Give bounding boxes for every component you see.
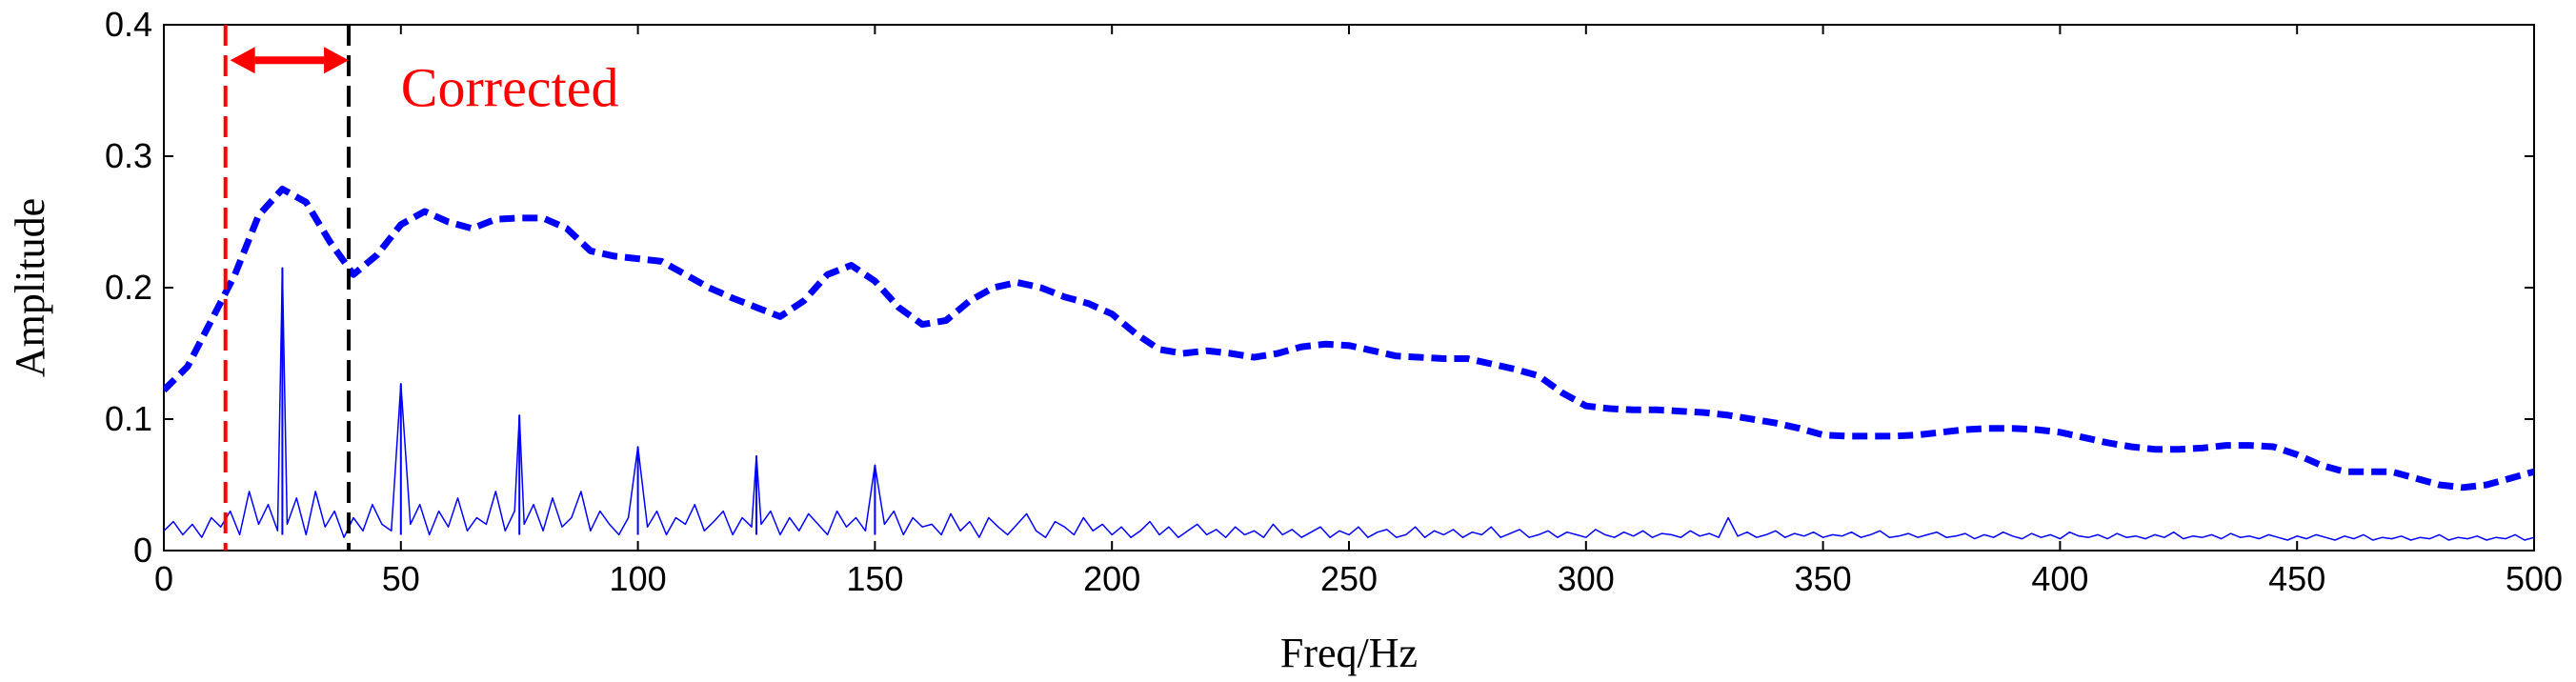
x-tick-label: 350 [1795, 559, 1852, 598]
y-axis-title: Amplitude [7, 198, 53, 377]
x-tick-label: 150 [846, 559, 903, 598]
corrected-label: Corrected [401, 57, 619, 119]
correction-arrow-head-right [324, 47, 350, 74]
x-tick-label: 200 [1083, 559, 1140, 598]
x-tick-label: 250 [1320, 559, 1378, 598]
x-tick-label: 50 [382, 559, 420, 598]
y-tick-label: 0.2 [105, 268, 152, 307]
x-tick-label: 450 [2268, 559, 2325, 598]
x-tick-label: 500 [2506, 559, 2563, 598]
x-tick-label: 400 [2031, 559, 2088, 598]
y-tick-label: 0.3 [105, 136, 152, 175]
series-spectrum-line [164, 267, 2534, 541]
x-tick-label: 100 [610, 559, 667, 598]
annotation-layer: Corrected [223, 25, 619, 551]
series-layer [164, 186, 2534, 541]
x-tick-label: 0 [154, 559, 173, 598]
y-tick-label: 0 [133, 531, 152, 570]
series-envelope-line [164, 186, 2534, 491]
y-tick-label: 0.4 [105, 5, 152, 44]
correction-arrow-head-left [230, 47, 255, 74]
axis-ticks: 0 50 100 150 200 250 300 350 400 450 500 0 0.1 0.2 0.3… [105, 5, 2563, 598]
y-tick-label: 0.1 [105, 399, 152, 438]
x-tick-label: 300 [1558, 559, 1615, 598]
x-axis-title: Freq/Hz [1280, 630, 1418, 676]
